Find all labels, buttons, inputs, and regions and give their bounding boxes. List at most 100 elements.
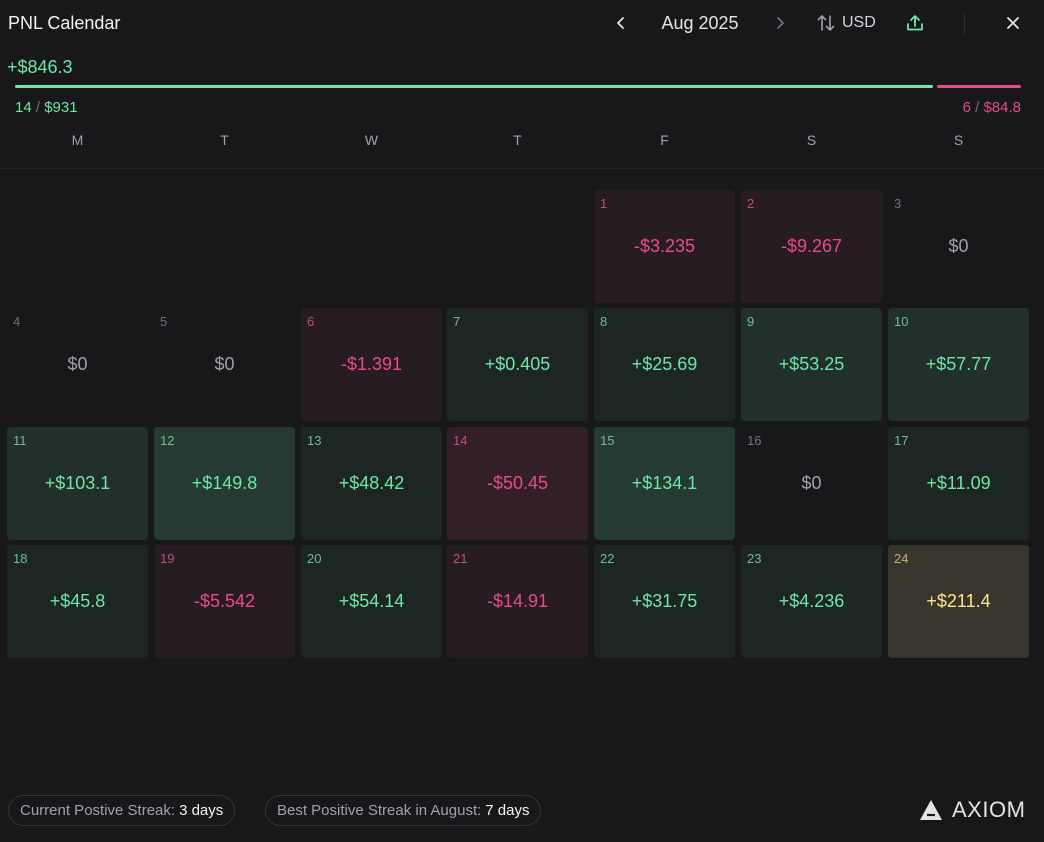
day-number: 9	[747, 314, 755, 329]
day-pnl-value: +$25.69	[631, 354, 698, 374]
close-icon	[1007, 17, 1019, 29]
day-number: 11	[13, 433, 27, 448]
calendar-day-cell[interactable]: $0 4	[7, 308, 148, 421]
win-ratio-bar	[15, 85, 933, 88]
day-pnl-value: $0	[801, 473, 822, 493]
day-number: 21	[453, 551, 468, 566]
day-number: 15	[600, 433, 615, 448]
chevron-right-icon	[777, 17, 784, 29]
day-pnl-value: +$57.77	[925, 354, 992, 374]
weekday-tuesday: T	[220, 132, 229, 148]
day-pnl-value: -$9.267	[780, 236, 843, 256]
day-pnl-value: +$103.1	[44, 473, 111, 493]
calendar-day-cell[interactable]: -$3.235 1	[594, 190, 735, 303]
day-number: 18	[13, 551, 28, 566]
day-number: 2	[747, 196, 755, 211]
calendar-day-cell[interactable]: +$211.4 24	[888, 545, 1029, 658]
day-pnl-value: +$149.8	[191, 473, 258, 493]
share-button[interactable]	[902, 10, 928, 36]
day-pnl-value: -$3.235	[633, 236, 696, 256]
calendar-day-cell[interactable]: $0 5	[154, 308, 295, 421]
page-title: PNL Calendar	[8, 13, 121, 33]
brand-name: AXIOM	[952, 797, 1026, 822]
calendar-day-cell[interactable]: +$11.09 17	[888, 427, 1029, 540]
swap-vertical-icon	[817, 15, 835, 31]
weekday-saturday: S	[806, 132, 817, 148]
calendar-day-cell[interactable]: +$4.236 23	[741, 545, 882, 658]
day-pnl-value: $0	[67, 354, 88, 374]
loss-days-count: 6	[962, 99, 971, 116]
day-pnl-value: +$54.14	[338, 591, 405, 611]
calendar-day-cell[interactable]: +$25.69 8	[594, 308, 735, 421]
calendar-day-cell[interactable]: -$50.45 14	[447, 427, 588, 540]
weekday-thursday: T	[513, 132, 522, 148]
day-number: 3	[894, 196, 902, 211]
calendar-day-cell[interactable]: -$5.542 19	[154, 545, 295, 658]
calendar-day-cell[interactable]: +$57.77 10	[888, 308, 1029, 421]
day-pnl-value: +$0.405	[484, 354, 551, 374]
calendar-day-cell[interactable]: -$1.391 6	[301, 308, 442, 421]
axiom-logo-icon	[920, 800, 942, 820]
calendar-day-cell[interactable]: +$48.42 13	[301, 427, 442, 540]
day-pnl-value: +$11.09	[926, 473, 991, 493]
loss-amount: $84.8	[983, 99, 1021, 116]
best-streak-value: 7 days	[485, 802, 530, 819]
day-number: 6	[307, 314, 315, 329]
currency-label: USD	[842, 14, 876, 31]
day-number: 19	[160, 551, 175, 566]
day-number: 13	[307, 433, 322, 448]
day-pnl-value: $0	[948, 236, 969, 256]
day-pnl-value: $0	[214, 354, 235, 374]
current-streak-label: Current Postive Streak:	[20, 802, 176, 819]
day-number: 8	[600, 314, 608, 329]
calendar-day-cell[interactable]: +$54.14 20	[301, 545, 442, 658]
calendar-day-cell[interactable]: +$0.405 7	[447, 308, 588, 421]
day-pnl-value: +$4.236	[778, 591, 845, 611]
day-pnl-value: +$211.4	[926, 591, 991, 611]
calendar-day-cell[interactable]: +$53.25 9	[741, 308, 882, 421]
weekday-monday: M	[71, 132, 84, 148]
win-summary: 14 / $931	[15, 99, 78, 116]
day-number: 16	[747, 433, 762, 448]
calendar-day-cell[interactable]: -$9.267 2	[741, 190, 882, 303]
next-month-button[interactable]	[767, 10, 793, 36]
day-number: 17	[894, 433, 909, 448]
calendar-day-cell[interactable]: +$134.1 15	[594, 427, 735, 540]
day-number: 7	[453, 314, 461, 329]
total-pnl: +$846.3	[7, 57, 73, 77]
calendar-day-cell[interactable]: $0 16	[741, 427, 882, 540]
current-streak-badge: Current Postive Streak: 3 days	[8, 795, 236, 826]
brand-logo: AXIOM	[918, 796, 1025, 824]
best-streak-label: Best Positive Streak in August:	[277, 802, 482, 819]
currency-toggle-button[interactable]: USD	[816, 11, 876, 35]
day-pnl-value: +$53.25	[778, 354, 845, 374]
day-number: 12	[160, 433, 175, 448]
day-number: 14	[453, 433, 468, 448]
previous-month-button[interactable]	[608, 10, 634, 36]
close-button[interactable]	[1000, 10, 1026, 36]
calendar-day-cell[interactable]: +$149.8 12	[154, 427, 295, 540]
current-month-label: Aug 2025	[661, 13, 739, 33]
day-number: 1	[600, 196, 608, 211]
day-pnl-value: +$31.75	[631, 591, 698, 611]
calendar-header: PNL Calendar Aug 2025 USD	[0, 0, 1044, 48]
calendar-day-cell[interactable]: +$45.8 18	[7, 545, 148, 658]
day-number: 4	[13, 314, 21, 329]
loss-ratio-bar	[937, 85, 1021, 88]
win-days-count: 14	[15, 99, 32, 116]
weekday-divider	[0, 168, 1044, 169]
calendar-day-cell[interactable]: +$103.1 11	[7, 427, 148, 540]
weekday-wednesday: W	[364, 132, 379, 148]
loss-summary: 6 / $84.8	[963, 99, 1021, 116]
day-pnl-value: +$48.42	[338, 473, 405, 493]
win-separator: /	[35, 99, 41, 116]
day-number: 24	[894, 551, 909, 566]
current-streak-value: 3 days	[179, 802, 224, 819]
calendar-day-cell[interactable]: $0 3	[888, 190, 1029, 303]
calendar-day-cell[interactable]: +$31.75 22	[594, 545, 735, 658]
calendar-day-cell[interactable]: -$14.91 21	[447, 545, 588, 658]
upload-icon	[907, 15, 923, 31]
day-pnl-value: -$14.91	[486, 591, 549, 611]
day-number: 10	[894, 314, 909, 329]
day-number: 22	[600, 551, 615, 566]
